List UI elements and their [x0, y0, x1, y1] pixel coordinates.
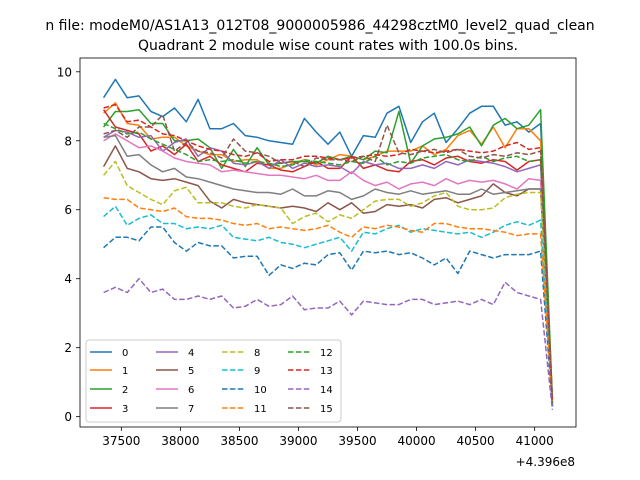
x-tick-label: 38000: [161, 434, 199, 448]
x-tick-label: 39000: [279, 434, 317, 448]
series-line-13: [103, 103, 554, 403]
y-tick-label: 4: [64, 272, 72, 286]
series-line-15: [103, 114, 554, 400]
chart-title: Quadrant 2 module wise count rates with …: [138, 38, 518, 54]
legend-label-5: 5: [188, 366, 194, 377]
axes-frame: [79, 57, 577, 428]
legend-label-0: 0: [122, 348, 128, 359]
legend-label-14: 14: [320, 385, 333, 396]
x-tick-label: 39500: [338, 434, 376, 448]
legend-label-4: 4: [188, 348, 194, 359]
legend-label-1: 1: [122, 366, 128, 377]
series-line-10: [103, 226, 554, 407]
series-line-11: [103, 196, 554, 403]
series-line-4: [103, 129, 554, 407]
legend-label-3: 3: [122, 404, 128, 415]
series-line-0: [102, 78, 554, 403]
x-tick-label: 41000: [516, 434, 554, 448]
series-line-8: [103, 160, 554, 407]
axes-layer: 37500 38000 38500 39000 39500 40000 40500 41000…: [57, 57, 577, 448]
legend-label-13: 13: [320, 366, 333, 377]
legend-label-12: 12: [320, 348, 333, 359]
y-tick-label: 10: [57, 65, 72, 79]
legend-label-7: 7: [188, 404, 194, 415]
x-tick-label: 40000: [397, 434, 435, 448]
x-tick-label: 37500: [102, 434, 140, 448]
legend-label-2: 2: [122, 385, 128, 396]
x-tick-label: 38500: [220, 434, 258, 448]
series-line-14: [103, 277, 554, 410]
series-line-5: [102, 145, 554, 407]
legend-label-15: 15: [320, 404, 333, 415]
legend-label-8: 8: [254, 348, 260, 359]
figure-suptitle: n file: modeM0/AS1A13_012T08_9000005986_…: [45, 18, 594, 34]
legend-label-6: 6: [188, 385, 194, 396]
x-tick-label: 40500: [457, 434, 495, 448]
y-tick-label: 8: [64, 134, 72, 148]
series-line-9: [103, 205, 554, 407]
y-tick-label: 2: [64, 341, 72, 355]
legend-label-11: 11: [254, 404, 267, 415]
legend-label-10: 10: [254, 385, 267, 396]
legend-label-9: 9: [254, 366, 260, 377]
x-offset-label: +4.396e8: [516, 455, 575, 469]
series-line-6: [103, 133, 554, 407]
series-layer: [102, 78, 554, 410]
y-tick-label: 0: [64, 410, 72, 424]
y-tick-label: 6: [64, 203, 72, 217]
series-line-7: [103, 134, 554, 407]
legend-box: [85, 339, 342, 423]
